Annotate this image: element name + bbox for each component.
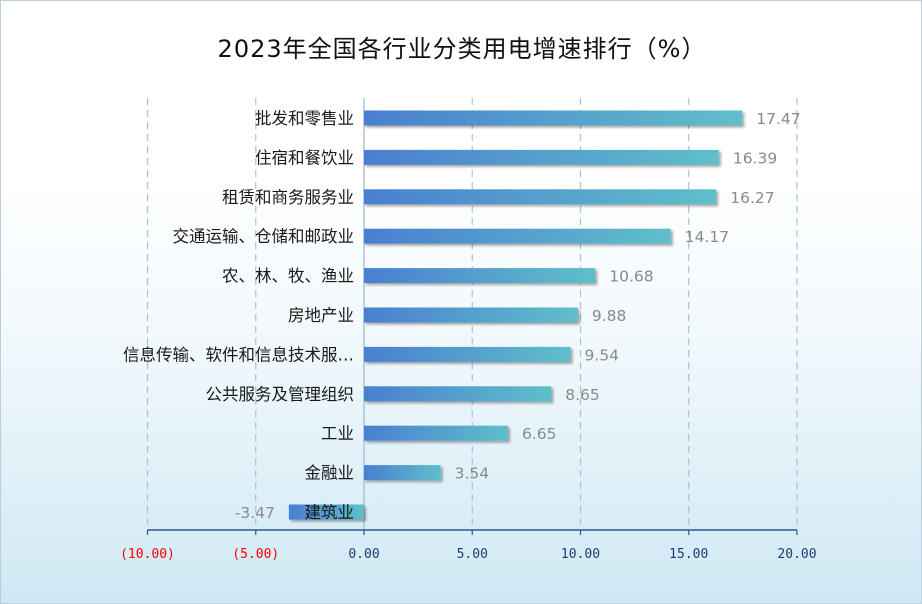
data-label: 9.54	[585, 346, 620, 364]
data-label: 16.39	[733, 149, 777, 167]
bar	[364, 149, 719, 165]
data-label: 14.17	[685, 228, 729, 246]
data-label: 17.47	[756, 110, 800, 128]
bar	[364, 307, 578, 323]
category-label: 房地产业	[288, 306, 354, 325]
category-label: 租赁和商务服务业	[222, 188, 354, 207]
category-label: 信息传输、软件和信息技术服…	[123, 345, 354, 364]
category-label: 公共服务及管理组织	[206, 385, 355, 404]
x-tick-label: (5.00)	[232, 547, 279, 562]
x-tick-label: 0.00	[348, 547, 379, 562]
category-label: 金融业	[305, 464, 355, 483]
bar	[364, 110, 743, 126]
bar	[364, 228, 671, 244]
category-label: 住宿和餐饮业	[255, 148, 354, 167]
bar	[364, 189, 717, 205]
bar	[288, 504, 364, 520]
category-label: 交通运输、仓储和邮政业	[173, 227, 355, 246]
data-label: -3.47	[235, 504, 275, 522]
category-label: 批发和零售业	[255, 109, 354, 128]
bar	[364, 386, 552, 402]
chart-title: 2023年全国各行业分类用电增速排行（%）	[217, 35, 707, 63]
data-label: 9.88	[592, 307, 627, 325]
category-label: 农、林、牧、渔业	[222, 267, 354, 286]
x-tick-label: 15.00	[669, 547, 708, 562]
bar	[364, 268, 596, 284]
data-label: 8.65	[565, 386, 600, 404]
x-tick-label: 10.00	[561, 547, 600, 562]
data-label: 16.27	[730, 189, 774, 207]
data-label: 10.68	[609, 268, 653, 286]
bar	[364, 346, 571, 362]
category-label: 建筑业	[305, 503, 355, 522]
x-tick-label: 20.00	[777, 547, 816, 562]
bar	[364, 465, 441, 481]
data-label: 3.54	[455, 465, 490, 483]
bar	[364, 425, 508, 441]
category-label: 工业	[321, 424, 354, 443]
x-tick-label: 5.00	[457, 547, 488, 562]
data-label: 6.65	[522, 425, 557, 443]
x-tick-label: (10.00)	[120, 547, 175, 562]
